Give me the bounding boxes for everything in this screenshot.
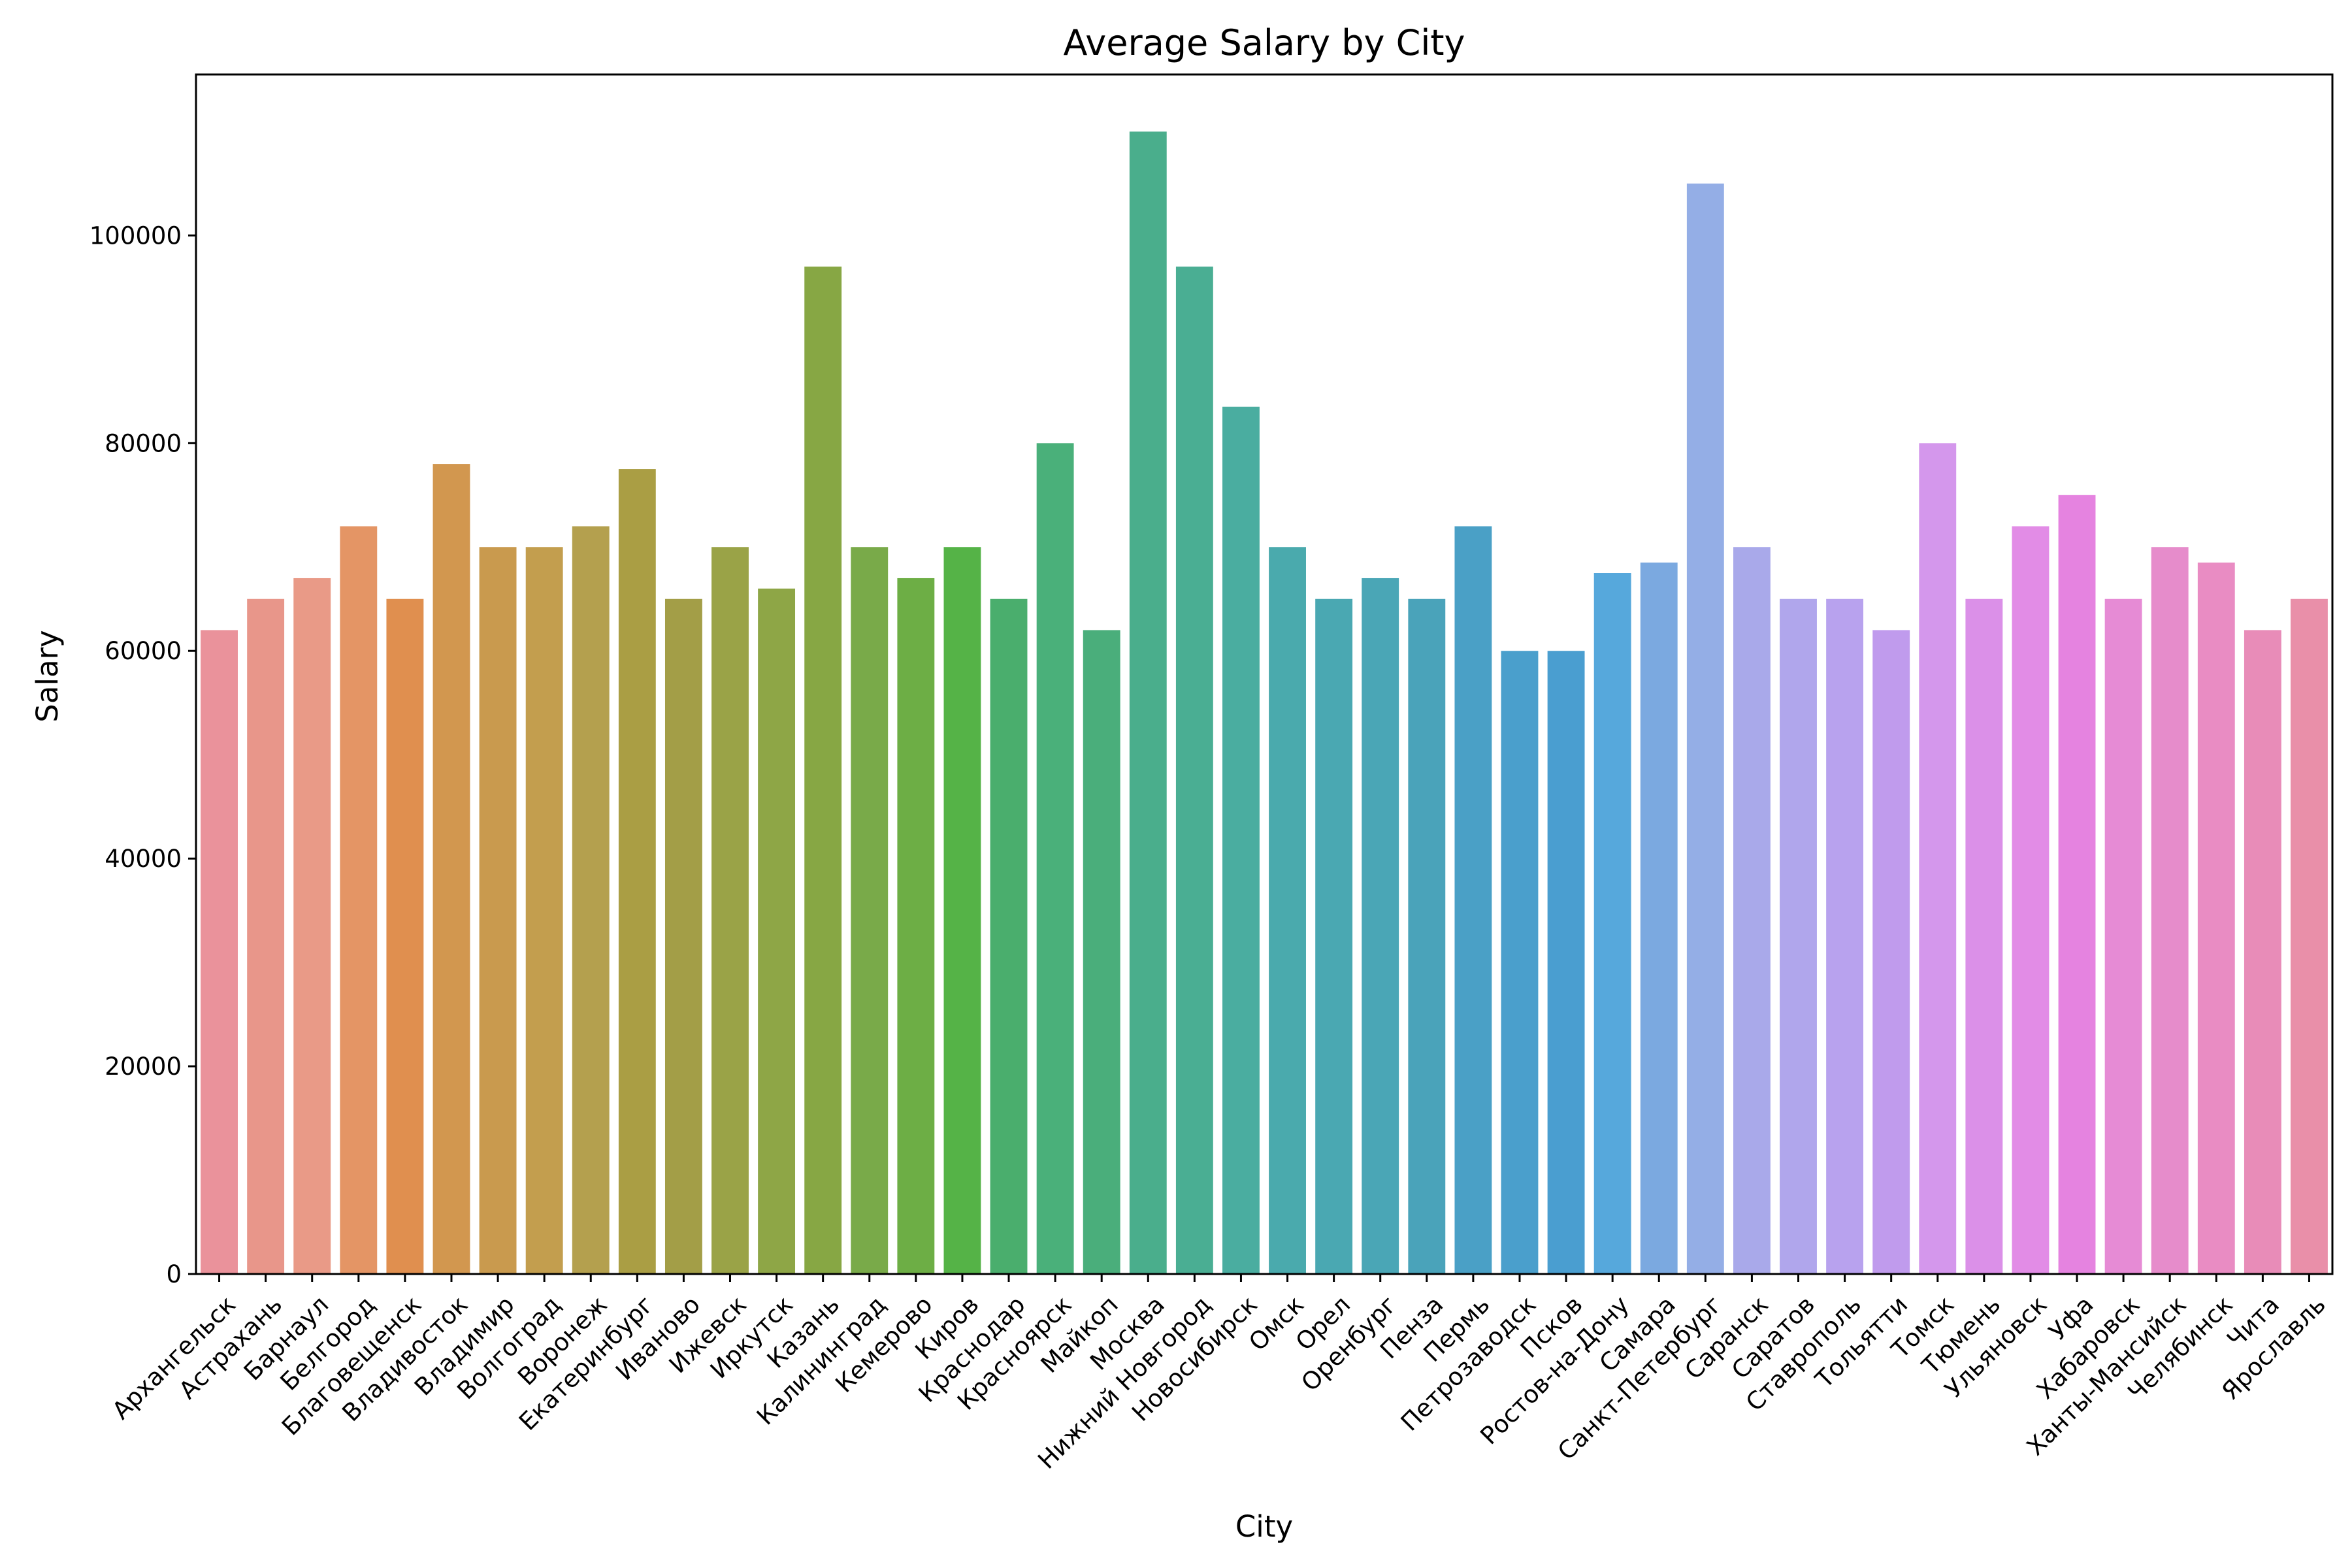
bar-37 xyxy=(1872,630,1910,1274)
bar-15 xyxy=(851,547,889,1274)
bar-19 xyxy=(1036,443,1074,1274)
bar-4 xyxy=(340,526,378,1274)
bar-9 xyxy=(572,526,610,1274)
bar-20 xyxy=(1083,630,1120,1274)
bar-24 xyxy=(1269,547,1306,1274)
bar-46 xyxy=(2291,598,2328,1274)
y-tick-label: 100000 xyxy=(90,221,182,250)
bar-17 xyxy=(943,547,981,1274)
bar-44 xyxy=(2197,563,2235,1274)
bar-36 xyxy=(1826,598,1864,1274)
bar-28 xyxy=(1454,526,1492,1274)
bar-25 xyxy=(1315,598,1353,1274)
bar-3 xyxy=(293,578,331,1275)
x-axis-label: City xyxy=(1235,1509,1293,1544)
y-tick-label: 60000 xyxy=(105,637,182,665)
bar-26 xyxy=(1362,578,1399,1275)
bar-13 xyxy=(758,588,796,1274)
bar-31 xyxy=(1593,573,1631,1274)
y-tick-label: 40000 xyxy=(105,845,182,873)
bar-1 xyxy=(201,630,238,1274)
bar-8 xyxy=(525,547,563,1274)
x-axis-ticks: АрхангельскАстраханьБарнаулБелгородБлаго… xyxy=(106,1274,2331,1475)
bar-39 xyxy=(1965,598,2003,1274)
bar-16 xyxy=(897,578,935,1275)
bar-7 xyxy=(479,547,517,1274)
bar-6 xyxy=(433,464,470,1274)
bar-38 xyxy=(1919,443,1957,1274)
y-tick-label: 80000 xyxy=(105,429,182,457)
bar-32 xyxy=(1640,563,1678,1274)
bar-11 xyxy=(664,598,702,1274)
bar-41 xyxy=(2058,495,2096,1274)
bar-12 xyxy=(711,547,749,1274)
bar-33 xyxy=(1686,183,1724,1274)
bar-21 xyxy=(1129,131,1167,1275)
bar-34 xyxy=(1733,547,1771,1274)
bar-10 xyxy=(618,469,656,1274)
x-tick-label: Омск xyxy=(1243,1290,1309,1356)
bar-22 xyxy=(1175,267,1213,1275)
bar-45 xyxy=(2244,630,2281,1274)
bar-30 xyxy=(1547,651,1585,1274)
chart-title: Average Salary by City xyxy=(1064,22,1465,63)
bar-14 xyxy=(804,267,842,1275)
bar-2 xyxy=(247,598,285,1274)
y-axis-label: Salary xyxy=(30,630,65,722)
bar-40 xyxy=(2012,526,2050,1274)
plot-frame xyxy=(195,73,2334,1275)
bar-23 xyxy=(1222,406,1260,1275)
y-tick-label: 0 xyxy=(166,1260,182,1288)
y-tick-label: 20000 xyxy=(105,1053,182,1081)
bars-layer xyxy=(201,131,2328,1275)
bar-35 xyxy=(1780,598,1817,1274)
bar-27 xyxy=(1408,598,1446,1274)
bar-42 xyxy=(2104,598,2142,1274)
bar-29 xyxy=(1501,651,1539,1274)
bar-43 xyxy=(2151,547,2189,1274)
bar-5 xyxy=(386,598,424,1274)
bar-18 xyxy=(990,598,1028,1274)
y-axis-ticks: 0 20000 40000 60000 80000 100000 xyxy=(90,221,196,1288)
